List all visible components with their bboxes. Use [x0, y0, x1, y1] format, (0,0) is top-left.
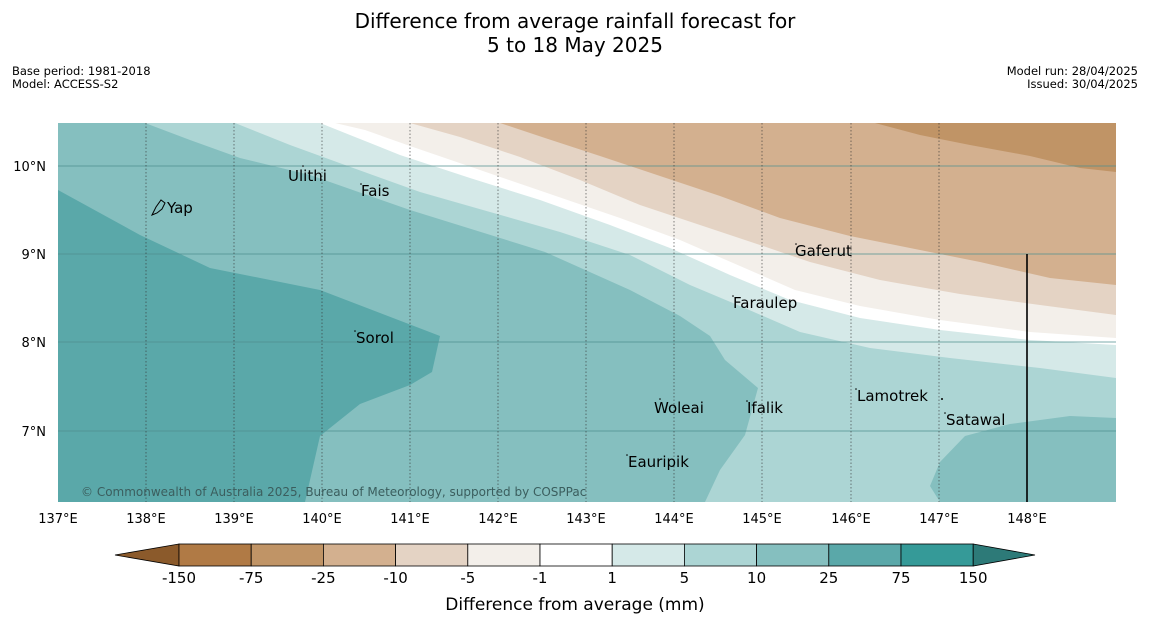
colorbar-extend-low: [114, 543, 180, 567]
colorbar-swatch-9: [828, 543, 902, 567]
colorbar-swatch-7: [684, 543, 758, 567]
label-yap: Yap: [166, 199, 193, 217]
lon-tick-137: 137°E: [38, 512, 78, 527]
colorbar-tick-10: 75: [891, 569, 910, 587]
lat-tick-7: 7°N: [22, 425, 47, 440]
label-gaferut: Gaferut: [795, 242, 852, 260]
lon-tick-139: 139°E: [214, 512, 254, 527]
lon-tick-138: 138°E: [126, 512, 166, 527]
label-eauripik: Eauripik: [628, 453, 689, 471]
dot-ifalik: [746, 400, 748, 402]
lon-tick-labels: 137°E 138°E 139°E 140°E 141°E 142°E 143°…: [38, 512, 1047, 527]
colorbar-swatch-5: [539, 543, 613, 567]
place-labels: Ulithi Fais Yap Gaferut Faraulep Sorol L…: [166, 167, 1005, 471]
chart-title: Difference from average rainfall forecas…: [0, 9, 1150, 57]
field-25-75-west: [58, 190, 440, 502]
lon-tick-143: 143°E: [566, 512, 606, 527]
dot-sorol: [354, 330, 356, 332]
colorbar-swatch-8: [756, 543, 830, 567]
meta-right: Model run: 28/04/2025 Issued: 30/04/2025: [1007, 65, 1138, 91]
colorbar-tick-7: 5: [680, 569, 690, 587]
colorbar-tick-6: 1: [607, 569, 617, 587]
colorbar-tick-3: -10: [383, 569, 408, 587]
colorbar-tick-0: -150: [162, 569, 196, 587]
colorbar-tick-1: -75: [239, 569, 264, 587]
lon-tick-142: 142°E: [478, 512, 518, 527]
label-fais: Fais: [361, 182, 390, 200]
meta-left: Base period: 1981-2018 Model: ACCESS-S2: [12, 65, 151, 91]
base-period: Base period: 1981-2018: [12, 64, 151, 78]
yap-island-outline: [150, 199, 166, 216]
colorbar-extend-high: [972, 543, 1036, 567]
field-minus75-minus25: [875, 123, 1116, 172]
label-woleai: Woleai: [654, 399, 704, 417]
colorbar-swatch-0: [178, 543, 252, 567]
colorbar-swatch-1: [250, 543, 324, 567]
colorbar-swatch-2: [322, 543, 396, 567]
island-dots: [302, 165, 946, 456]
label-ifalik: Ifalik: [747, 399, 783, 417]
title-line-2: 5 to 18 May 2025: [487, 33, 663, 57]
field-10-25-east: [930, 416, 1116, 502]
dot-lamotrek-east: [941, 398, 943, 400]
copyright-text: © Commonwealth of Australia 2025, Bureau…: [81, 485, 586, 499]
lon-tick-140: 140°E: [302, 512, 342, 527]
lon-tick-144: 144°E: [654, 512, 694, 527]
lat-tick-10: 10°N: [13, 160, 46, 175]
label-ulithi: Ulithi: [288, 167, 327, 185]
colorbar: [114, 543, 1036, 567]
colorbar-tick-11: 150: [959, 569, 988, 587]
model-run: Model run: 28/04/2025: [1006, 64, 1138, 78]
label-lamotrek: Lamotrek: [857, 387, 928, 405]
dot-eauripik: [626, 454, 628, 456]
lon-tick-141: 141°E: [390, 512, 430, 527]
colorbar-swatch-4: [467, 543, 541, 567]
label-faraulep: Faraulep: [733, 294, 797, 312]
dot-faraulep: [732, 295, 734, 297]
lon-tick-145: 145°E: [742, 512, 782, 527]
dot-ulithi: [302, 165, 304, 167]
label-sorol: Sorol: [356, 329, 394, 347]
colorbar-swatch-10: [900, 543, 974, 567]
colorbar-tick-labels: -150 -75 -25 -10 -5 -1 1 5 10 25 75 150: [162, 569, 988, 587]
dot-lamotrek: [855, 388, 857, 390]
field-minus25-minus10: [500, 123, 1116, 285]
colorbar-tick-2: -25: [311, 569, 336, 587]
colorbar-swatch-3: [395, 543, 469, 567]
dot-woleai: [659, 398, 661, 400]
colorbar-title: Difference from average (mm): [445, 595, 704, 615]
lat-tick-8: 8°N: [22, 336, 47, 351]
colorbar-tick-8: 10: [747, 569, 766, 587]
colorbar-tick-4: -5: [460, 569, 475, 587]
lon-tick-148: 148°E: [1007, 512, 1047, 527]
colorbar-swatch-6: [611, 543, 685, 567]
model-name: Model: ACCESS-S2: [12, 77, 119, 91]
lat-tick-9: 9°N: [22, 248, 47, 263]
title-line-1: Difference from average rainfall forecas…: [354, 9, 796, 33]
rainfall-fields: [58, 123, 1116, 502]
colorbar-tick-9: 25: [819, 569, 838, 587]
label-satawal: Satawal: [946, 411, 1005, 429]
dot-satawal: [944, 412, 946, 414]
colorbar-tick-5: -1: [533, 569, 548, 587]
issued-date: Issued: 30/04/2025: [1027, 77, 1138, 91]
lon-tick-146: 146°E: [831, 512, 871, 527]
lat-tick-labels: 10°N 9°N 8°N 7°N: [13, 160, 46, 440]
dot-fais: [360, 183, 362, 185]
lon-tick-147: 147°E: [919, 512, 959, 527]
dot-gaferut: [795, 243, 797, 245]
gridlines: [58, 123, 1116, 502]
